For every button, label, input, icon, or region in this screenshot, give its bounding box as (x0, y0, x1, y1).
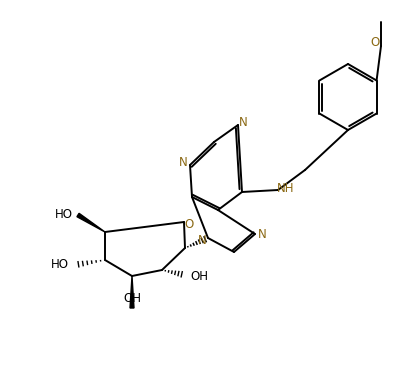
Text: N: N (258, 228, 266, 240)
Text: N: N (239, 116, 247, 129)
Text: OH: OH (190, 270, 208, 282)
Polygon shape (130, 276, 134, 308)
Text: N: N (198, 234, 207, 248)
Polygon shape (77, 213, 105, 232)
Text: HO: HO (51, 259, 69, 271)
Text: O: O (184, 218, 194, 231)
Text: N: N (178, 155, 187, 169)
Text: O: O (370, 36, 380, 48)
Text: HO: HO (55, 208, 73, 220)
Text: NH: NH (277, 183, 295, 195)
Text: OH: OH (123, 291, 141, 305)
